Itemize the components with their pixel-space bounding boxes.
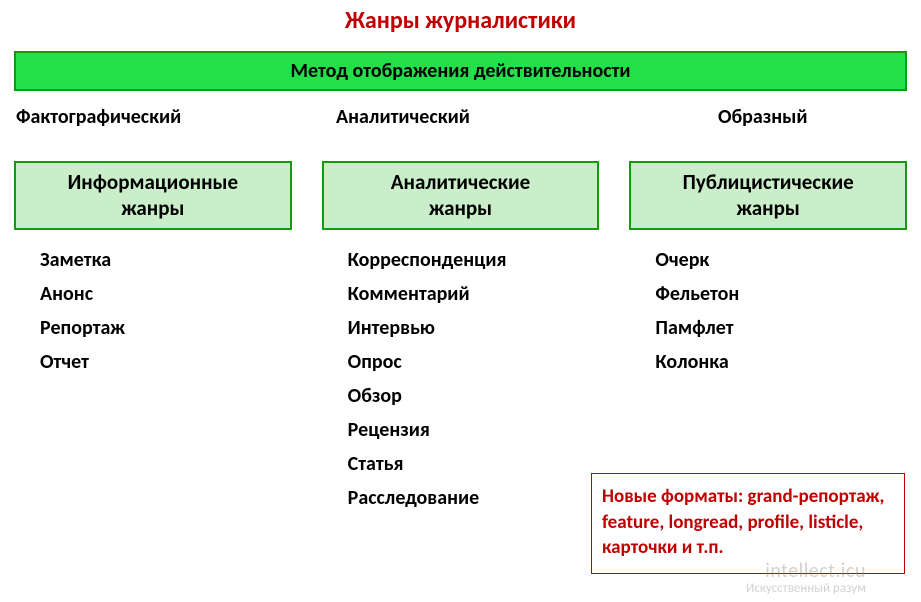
- column-informational: Информационные жанры Заметка Анонс Репор…: [14, 161, 292, 520]
- genre-header-line1: Аналитические: [391, 169, 530, 195]
- columns-container: Информационные жанры Заметка Анонс Репор…: [14, 161, 907, 520]
- genre-header-line1: Информационные: [68, 169, 238, 195]
- list-item: Комментарий: [348, 282, 600, 306]
- genre-header-analytical: Аналитические жанры: [322, 161, 600, 230]
- list-item: Анонс: [40, 282, 292, 306]
- genre-header-line2: жанры: [121, 195, 184, 221]
- method-figurative: Образный: [621, 105, 905, 129]
- list-item: Отчет: [40, 350, 292, 374]
- genre-header-line1: Публицистические: [683, 169, 854, 195]
- watermark-subtitle: Искусственный разум: [746, 581, 866, 596]
- list-item: Статья: [348, 452, 600, 476]
- genre-header-line2: жанры: [429, 195, 492, 221]
- genre-header-informational: Информационные жанры: [14, 161, 292, 230]
- genre-items-informational: Заметка Анонс Репортаж Отчет: [14, 248, 292, 374]
- column-analytical: Аналитические жанры Корреспонденция Комм…: [322, 161, 600, 520]
- page-title: Жанры журналистики: [14, 6, 907, 35]
- genre-header-line2: жанры: [737, 195, 800, 221]
- method-banner: Метод отображения действительности: [14, 51, 907, 91]
- list-item: Корреспонденция: [348, 248, 600, 272]
- method-factographic: Фактографический: [16, 105, 336, 129]
- list-item: Расследование: [348, 486, 600, 510]
- list-item: Обзор: [348, 384, 600, 408]
- list-item: Колонка: [655, 350, 907, 374]
- list-item: Заметка: [40, 248, 292, 272]
- list-item: Очерк: [655, 248, 907, 272]
- column-publicistic: Публицистические жанры Очерк Фельетон Па…: [629, 161, 907, 520]
- watermark-brand: intellect.icu: [765, 559, 866, 583]
- list-item: Фельетон: [655, 282, 907, 306]
- list-item: Опрос: [348, 350, 600, 374]
- genre-header-publicistic: Публицистические жанры: [629, 161, 907, 230]
- list-item: Интервью: [348, 316, 600, 340]
- list-item: Репортаж: [40, 316, 292, 340]
- list-item: Рецензия: [348, 418, 600, 442]
- genre-items-publicistic: Очерк Фельетон Памфлет Колонка: [629, 248, 907, 374]
- list-item: Памфлет: [655, 316, 907, 340]
- method-row: Фактографический Аналитический Образный: [14, 105, 907, 129]
- watermark: intellect.icu Искусственный разум: [746, 560, 866, 596]
- genre-items-analytical: Корреспонденция Комментарий Интервью Опр…: [322, 248, 600, 510]
- method-analytical: Аналитический: [336, 105, 620, 129]
